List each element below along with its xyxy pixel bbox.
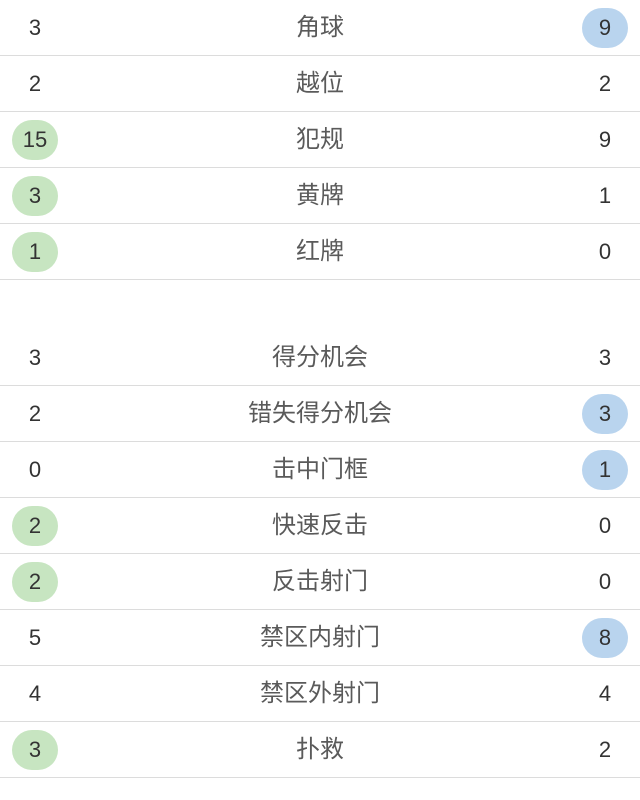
home-value: 1 (12, 231, 58, 272)
home-value: 2 (12, 505, 58, 546)
stat-row: 2 错失得分机会 3 (0, 386, 640, 442)
away-value: 2 (598, 70, 612, 96)
away-value: 9 (582, 7, 628, 48)
stats-section-attacking: 3 得分机会 3 2 错失得分机会 3 0 击中门框 1 2 快速反击 0 2 … (0, 330, 640, 778)
home-value: 2 (28, 400, 42, 426)
home-value: 5 (28, 624, 42, 650)
stat-row: 3 黄牌 1 (0, 168, 640, 224)
stat-label: 越位 (296, 69, 344, 97)
stat-label: 禁区外射门 (260, 679, 380, 707)
stat-label: 得分机会 (272, 343, 368, 371)
stat-label: 反击射门 (272, 567, 368, 595)
away-value: 8 (582, 617, 628, 658)
stat-row: 2 反击射门 0 (0, 554, 640, 610)
away-value: 9 (598, 126, 612, 152)
stat-label: 快速反击 (272, 511, 368, 539)
stat-row: 5 禁区内射门 8 (0, 610, 640, 666)
stat-label: 击中门框 (272, 455, 368, 483)
away-value: 3 (582, 393, 628, 434)
away-value: 3 (598, 344, 612, 370)
stat-label: 犯规 (296, 125, 344, 153)
away-value: 0 (598, 238, 612, 264)
stat-row: 15 犯规 9 (0, 112, 640, 168)
away-value: 1 (582, 449, 628, 490)
away-value: 0 (598, 568, 612, 594)
home-value: 3 (12, 729, 58, 770)
stat-row: 1 红牌 0 (0, 224, 640, 280)
home-value: 2 (12, 561, 58, 602)
stat-label: 禁区内射门 (260, 623, 380, 651)
stat-row: 3 角球 9 (0, 0, 640, 56)
stat-label: 错失得分机会 (248, 399, 392, 427)
home-value: 15 (12, 119, 58, 160)
stats-section-discipline: 3 角球 9 2 越位 2 15 犯规 9 3 黄牌 1 1 红牌 0 (0, 0, 640, 280)
stat-label: 红牌 (296, 237, 344, 265)
home-value: 3 (28, 344, 42, 370)
stat-row: 2 快速反击 0 (0, 498, 640, 554)
stat-row: 4 禁区外射门 4 (0, 666, 640, 722)
home-value: 4 (28, 680, 42, 706)
stats-table: 3 角球 9 2 越位 2 15 犯规 9 3 黄牌 1 1 红牌 0 3 得分… (0, 0, 640, 778)
home-value: 0 (28, 456, 42, 482)
stat-label: 扑救 (296, 735, 344, 763)
stat-label: 角球 (296, 13, 344, 41)
home-value: 3 (28, 14, 42, 40)
stat-row: 3 扑救 2 (0, 722, 640, 778)
away-value: 4 (598, 680, 612, 706)
stat-label: 黄牌 (296, 181, 344, 209)
stat-row: 3 得分机会 3 (0, 330, 640, 386)
away-value: 1 (598, 182, 612, 208)
section-gap (0, 280, 640, 330)
stat-row: 2 越位 2 (0, 56, 640, 112)
away-value: 0 (598, 512, 612, 538)
home-value: 3 (12, 175, 58, 216)
stat-row: 0 击中门框 1 (0, 442, 640, 498)
home-value: 2 (28, 70, 42, 96)
away-value: 2 (598, 736, 612, 762)
